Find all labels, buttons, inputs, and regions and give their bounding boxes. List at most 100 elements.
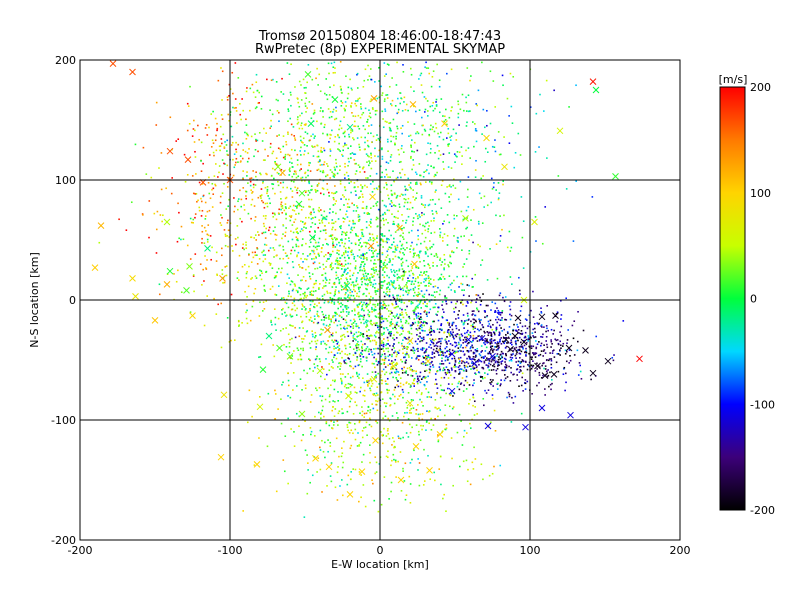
velocity-dot: [328, 314, 330, 317]
velocity-dot: [350, 131, 352, 134]
velocity-dot: [302, 275, 305, 278]
velocity-dot: [391, 362, 393, 364]
velocity-dot: [287, 417, 289, 420]
velocity-dot: [261, 310, 264, 312]
velocity-dot: [424, 253, 427, 255]
velocity-dot: [364, 128, 366, 131]
velocity-dot: [439, 368, 441, 371]
velocity-dot: [389, 333, 392, 336]
velocity-dot: [406, 285, 408, 288]
velocity-dot: [235, 106, 237, 109]
velocity-dot: [321, 287, 324, 289]
velocity-dot: [153, 212, 156, 215]
velocity-dot: [387, 222, 389, 224]
velocity-dot: [400, 228, 403, 230]
velocity-dot: [202, 162, 204, 165]
velocity-dot: [470, 301, 472, 304]
velocity-dot: [406, 189, 409, 191]
velocity-dot: [227, 219, 229, 222]
velocity-dot: [365, 347, 368, 350]
velocity-dot: [492, 379, 494, 381]
velocity-dot: [363, 381, 366, 384]
velocity-dot: [413, 378, 415, 381]
velocity-dot: [520, 196, 523, 198]
velocity-dot: [415, 266, 417, 269]
velocity-dot: [412, 256, 415, 258]
velocity-dot: [223, 146, 226, 148]
velocity-dot: [473, 330, 476, 333]
velocity-dot: [501, 310, 504, 312]
velocity-dot: [405, 320, 408, 323]
velocity-dot: [342, 327, 345, 329]
velocity-dot: [424, 321, 426, 323]
velocity-dot: [309, 401, 312, 403]
velocity-dot: [400, 264, 403, 267]
velocity-dot: [354, 338, 357, 340]
velocity-dot: [358, 127, 361, 130]
velocity-dot: [422, 321, 425, 324]
velocity-dot: [402, 436, 404, 439]
velocity-dot: [300, 209, 303, 211]
velocity-dot: [503, 342, 505, 345]
velocity-dot: [496, 321, 499, 324]
velocity-dot: [337, 267, 340, 270]
velocity-dot: [348, 206, 351, 209]
velocity-dot: [344, 269, 346, 272]
velocity-dot: [297, 274, 299, 276]
velocity-dot: [293, 297, 296, 300]
velocity-dot: [502, 84, 504, 87]
velocity-dot: [406, 287, 408, 289]
velocity-dot: [357, 288, 360, 290]
velocity-dot: [398, 349, 401, 352]
velocity-dot: [429, 247, 431, 250]
velocity-dot: [450, 367, 453, 369]
velocity-dot: [479, 360, 481, 362]
velocity-dot: [344, 234, 347, 236]
velocity-dot: [465, 305, 468, 307]
velocity-dot: [488, 369, 491, 371]
velocity-dot: [345, 308, 348, 310]
velocity-dot: [418, 417, 420, 420]
velocity-dot: [388, 344, 391, 347]
velocity-dot: [333, 118, 336, 121]
velocity-dot: [339, 225, 341, 228]
velocity-dot: [557, 353, 560, 355]
velocity-dot: [269, 109, 271, 111]
velocity-dot: [430, 232, 433, 234]
velocity-dot: [378, 276, 381, 279]
velocity-dot: [353, 308, 356, 310]
velocity-dot: [239, 161, 242, 163]
velocity-dot: [332, 108, 335, 111]
velocity-dot: [334, 220, 337, 223]
velocity-dot: [381, 398, 384, 401]
velocity-dot: [264, 186, 267, 189]
velocity-dot: [209, 197, 212, 200]
velocity-dot: [450, 332, 452, 335]
velocity-dot: [448, 334, 451, 337]
velocity-dot: [275, 294, 278, 296]
velocity-dot: [384, 306, 386, 309]
velocity-dot: [311, 145, 313, 147]
velocity-dot: [363, 427, 365, 429]
velocity-dot: [377, 244, 379, 247]
velocity-dot: [493, 332, 496, 334]
velocity-dot: [442, 161, 444, 163]
velocity-dot: [349, 422, 352, 424]
velocity-dot: [369, 100, 372, 103]
velocity-dot: [300, 358, 303, 361]
velocity-dot: [233, 153, 236, 156]
velocity-dot: [458, 362, 460, 364]
velocity-dot: [434, 296, 436, 298]
velocity-dot: [421, 339, 424, 342]
velocity-dot: [514, 395, 517, 398]
velocity-dot: [458, 286, 460, 288]
velocity-dot: [518, 346, 521, 348]
velocity-dot: [421, 232, 424, 235]
velocity-dot: [525, 354, 527, 356]
velocity-dot: [447, 132, 450, 135]
velocity-dot: [290, 280, 293, 282]
velocity-dot: [336, 259, 339, 262]
velocity-dot: [389, 261, 391, 263]
velocity-dot: [284, 311, 286, 314]
velocity-dot: [354, 391, 357, 394]
